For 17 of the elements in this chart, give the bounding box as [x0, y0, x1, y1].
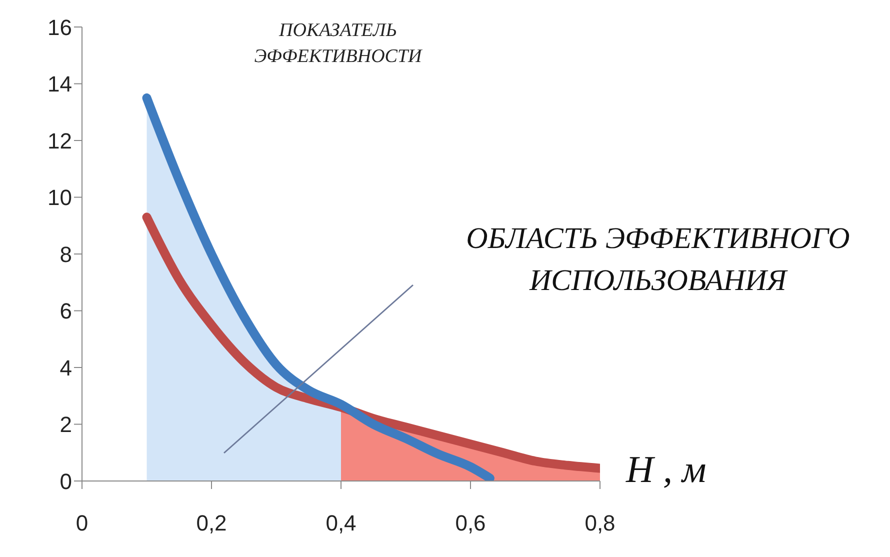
- y-tick-label: 4: [60, 355, 72, 380]
- y-axis-title: ПОКАЗАТЕЛЬ ЭФФЕКТИВНОСТИ: [253, 19, 424, 69]
- y-tick-label: 14: [48, 72, 72, 97]
- y-tick-label: 8: [60, 242, 72, 267]
- y-tick-label: 6: [60, 298, 72, 324]
- x-tick-label: 0,6: [455, 510, 486, 536]
- x-axis-title: H , м: [626, 448, 706, 492]
- y-tick-label: 16: [48, 14, 72, 40]
- x-tick-label: 0: [76, 510, 88, 536]
- y-tick-label: 10: [48, 185, 72, 210]
- y-tick-label: 0: [60, 468, 72, 494]
- x-tick-label: 0,2: [196, 510, 227, 536]
- annotation: ОБЛАСТЬ ЭФФЕКТИВНОГО ИСПОЛЬЗОВАНИЯ: [465, 221, 851, 299]
- x-tick-label: 0,4: [326, 510, 356, 536]
- y-tick-label: 12: [48, 128, 72, 154]
- y-tick-label: 2: [60, 412, 72, 438]
- x-tick-label: 0,8: [584, 510, 616, 536]
